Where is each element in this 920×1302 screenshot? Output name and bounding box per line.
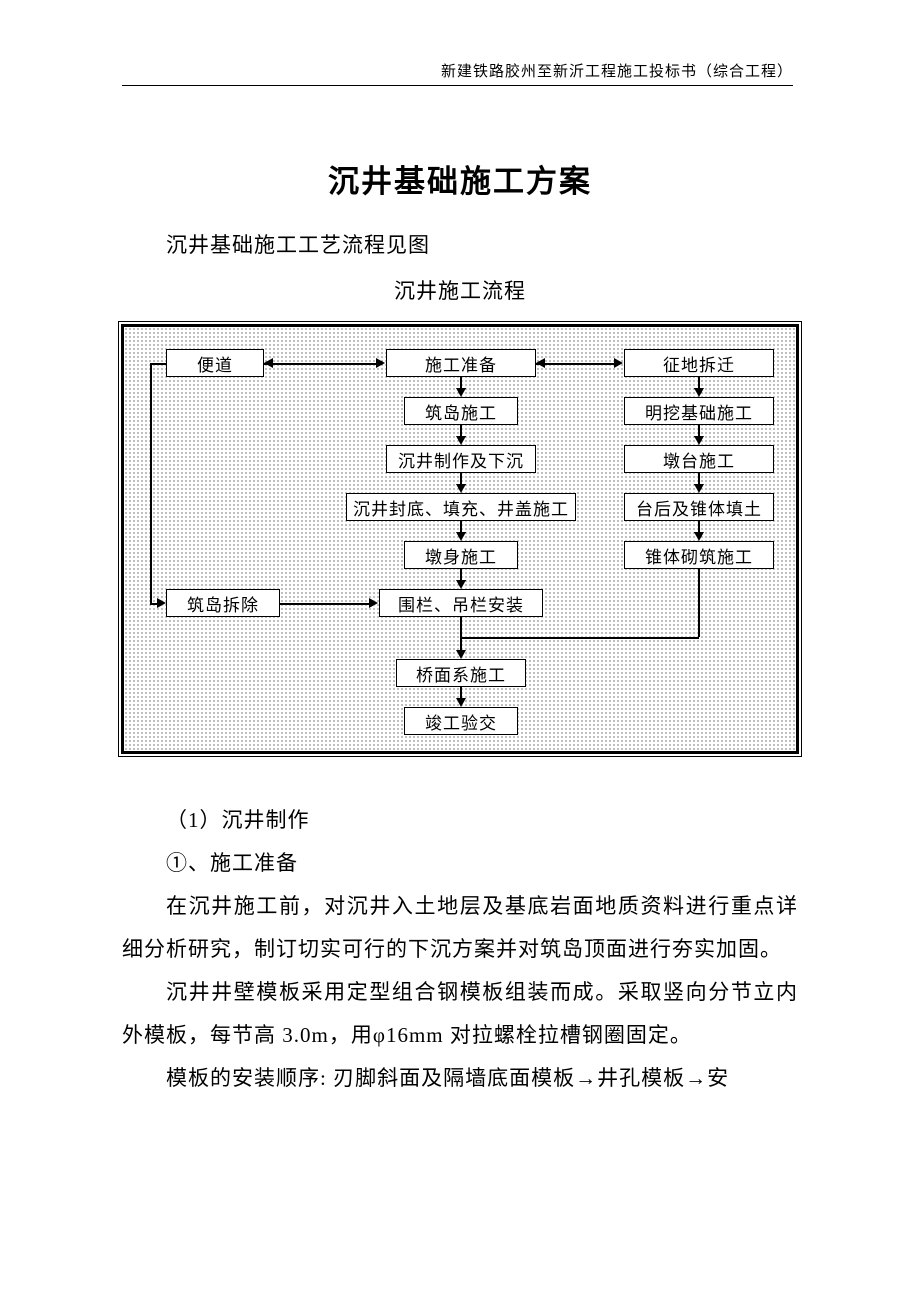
- node-qiaomian: 桥面系施工: [396, 659, 526, 687]
- arrowhead: [376, 358, 385, 368]
- node-jungong: 竣工验交: [404, 707, 518, 735]
- para-1: （1）沉井制作: [122, 799, 798, 842]
- arrowhead: [456, 388, 466, 397]
- edge: [280, 603, 370, 605]
- arrowhead: [157, 598, 166, 608]
- edge: [264, 363, 376, 365]
- para-2: ①、施工准备: [122, 842, 798, 885]
- diagram-inner: 便道 施工准备 征地拆迁 筑岛施工 明挖基础施工 沉井制作及下沉 墩台施工 沉井…: [124, 327, 796, 751]
- para-5: 模板的安装顺序: 刃脚斜面及隔墙底面模板→井孔模板→安: [122, 1057, 798, 1100]
- arrowhead: [694, 484, 704, 493]
- para-3: 在沉井施工前，对沉井入土地层及基底岩面地质资料进行重点详细分析研究，制订切实可行…: [122, 885, 798, 971]
- diagram-subtitle: 沉井施工流程: [122, 275, 798, 305]
- arrowhead: [614, 358, 623, 368]
- node-shigongzhunbei: 施工准备: [386, 349, 536, 377]
- header-text: 新建铁路胶州至新沂工程施工投标书（综合工程）: [441, 64, 793, 80]
- node-dunshen: 墩身施工: [404, 541, 518, 569]
- node-zhuoti: 锥体砌筑施工: [624, 541, 774, 569]
- arrowhead: [456, 436, 466, 445]
- node-mingwa: 明挖基础施工: [624, 397, 774, 425]
- node-zhudaochaichu: 筑岛拆除: [166, 589, 280, 617]
- arrowhead: [536, 358, 545, 368]
- doc-title: 沉井基础施工方案: [122, 156, 798, 201]
- arrowhead: [694, 532, 704, 541]
- node-duntai: 墩台施工: [624, 445, 774, 473]
- edge: [150, 363, 152, 603]
- arrowhead: [694, 388, 704, 397]
- arrowhead: [369, 598, 378, 608]
- edge: [460, 617, 462, 651]
- page-header: 新建铁路胶州至新沂工程施工投标书（综合工程）: [122, 60, 798, 86]
- arrowhead: [456, 484, 466, 493]
- node-zhengdi: 征地拆迁: [624, 349, 774, 377]
- arrowhead: [456, 532, 466, 541]
- node-fengdi: 沉井封底、填充、井盖施工: [346, 493, 576, 521]
- body-text: （1）沉井制作 ①、施工准备 在沉井施工前，对沉井入土地层及基底岩面地质资料进行…: [122, 799, 798, 1100]
- flowchart-diagram: 便道 施工准备 征地拆迁 筑岛施工 明挖基础施工 沉井制作及下沉 墩台施工 沉井…: [122, 325, 798, 753]
- edge: [698, 569, 700, 637]
- node-zhudao: 筑岛施工: [404, 397, 518, 425]
- edge: [460, 637, 699, 639]
- edge: [536, 363, 614, 365]
- intro-text: 沉井基础施工工艺流程见图: [122, 229, 798, 259]
- header-underline: [122, 85, 793, 86]
- arrowhead: [264, 358, 273, 368]
- node-chenjingzhizuo: 沉井制作及下沉: [386, 445, 536, 473]
- node-taihou: 台后及锥体填土: [624, 493, 774, 521]
- node-weilan: 围栏、吊栏安装: [379, 589, 543, 617]
- arrowhead: [456, 650, 466, 659]
- arrowhead: [694, 436, 704, 445]
- arrowhead: [456, 698, 466, 707]
- para-4: 沉井井壁模板采用定型组合钢模板组装而成。采取竖向分节立内外模板，每节高 3.0m…: [122, 971, 798, 1057]
- arrowhead: [456, 580, 466, 589]
- node-biandao: 便道: [166, 349, 264, 377]
- edge: [150, 363, 166, 365]
